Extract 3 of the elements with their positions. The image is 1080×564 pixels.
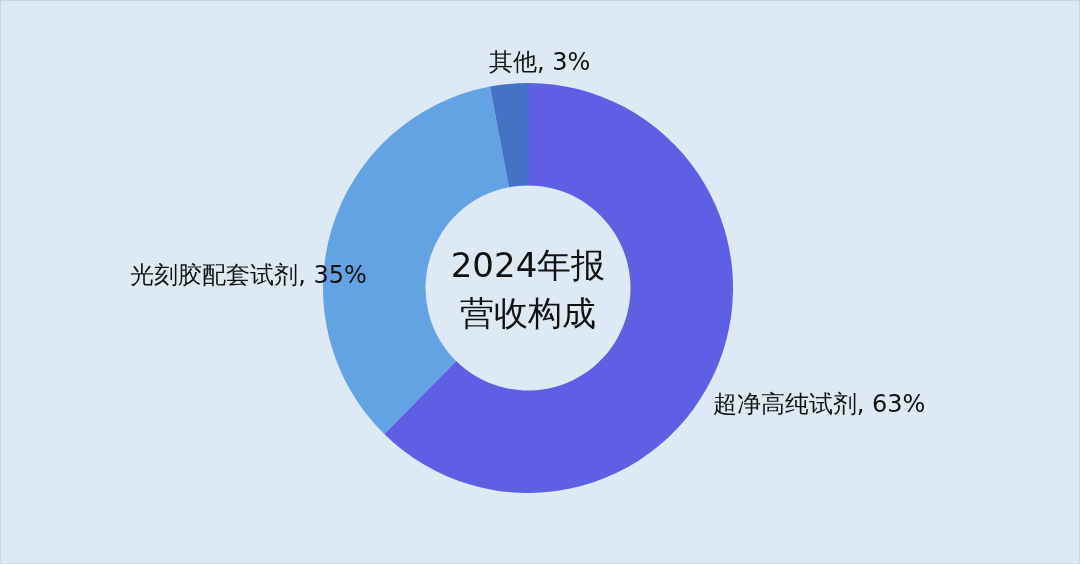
slice-label: 其他, 3% xyxy=(488,48,591,77)
text: 2024年报营收构成 xyxy=(449,244,607,335)
slice-label: 超净高纯试剂, 63% xyxy=(712,389,926,418)
